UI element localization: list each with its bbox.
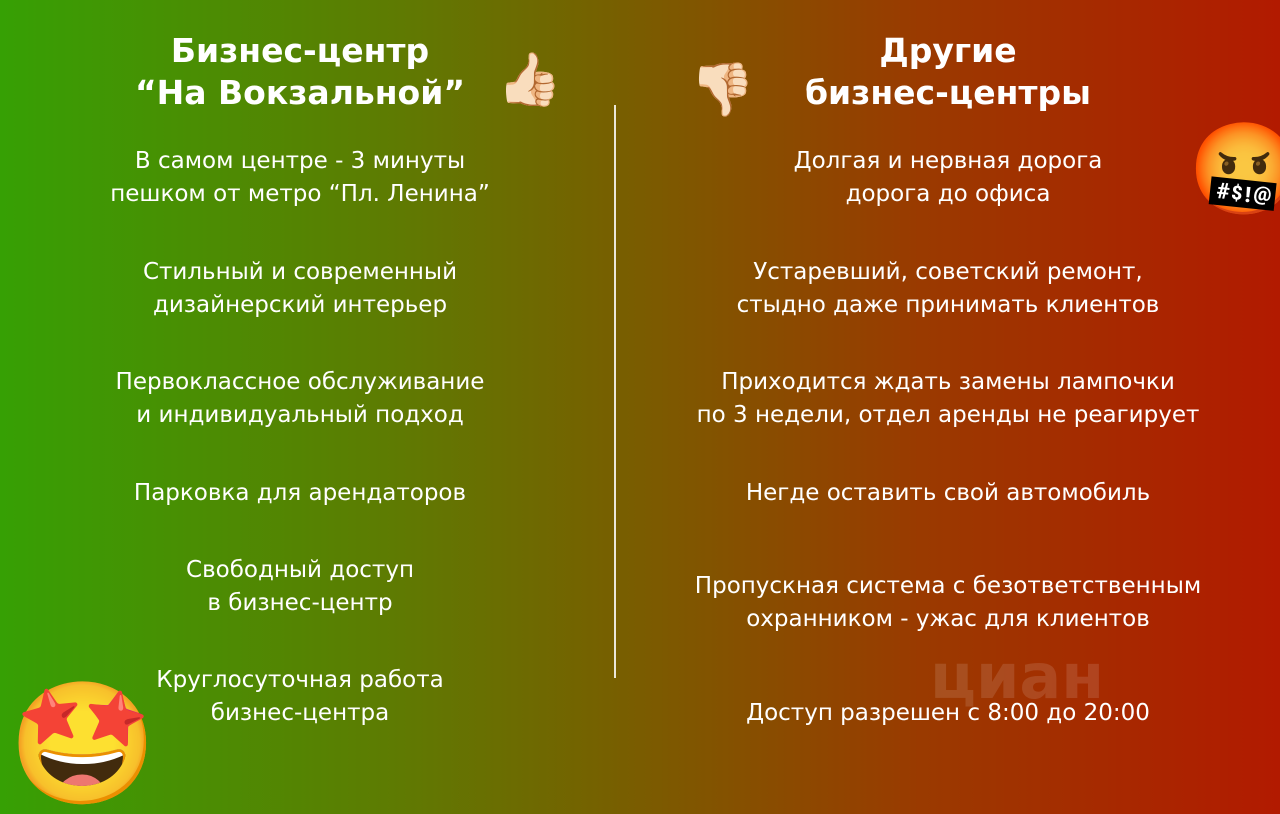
item-text-line: стыдно даже принимать клиентов (736, 292, 1160, 318)
column-divider (614, 105, 616, 678)
right-title: Другие бизнес-центры (668, 30, 1228, 114)
left-item: Первоклассное обслуживание и индивидуальн… (20, 366, 580, 432)
item-text-line: Пропускная система с безответственным (694, 573, 1202, 599)
item-text-line: дорога до офиса (845, 181, 1051, 207)
star-struck-face-icon: 🤩 (8, 675, 158, 814)
item-text-line: Доступ разрешен с 8:00 до 20:00 (746, 700, 1150, 726)
left-item: Стильный и современный дизайнерский интер… (20, 256, 580, 322)
right-item: Устаревший, советский ремонт, стыдно даже… (668, 256, 1228, 322)
right-item: Доступ разрешен с 8:00 до 20:00 (668, 697, 1228, 730)
item-text-line: бизнес-центра (210, 700, 390, 726)
item-text-line: Парковка для арендаторов (133, 480, 467, 506)
item-text-line: Первоклассное обслуживание (115, 369, 485, 395)
item-text-line: по 3 недели, отдел аренды не реагирует (696, 402, 1200, 428)
item-text-line: охранником - ужас для клиентов (746, 606, 1150, 632)
left-title-line1: Бизнес-центр (170, 31, 430, 70)
right-item: Негде оставить свой автомобиль (668, 477, 1228, 510)
left-item: Парковка для арендаторов (20, 477, 580, 510)
item-text-line: дизайнерский интерьер (152, 292, 448, 318)
item-text-line: Устаревший, советский ремонт, (753, 259, 1143, 285)
item-text-line: Негде оставить свой автомобиль (745, 480, 1151, 506)
item-text-line: Приходится ждать замены лампочки (721, 369, 1175, 395)
item-text-line: Долгая и нервная дорога (793, 148, 1103, 174)
right-item: Приходится ждать замены лампочки по 3 нед… (668, 366, 1228, 432)
item-text-line: Свободный доступ (186, 557, 414, 583)
thumbs-down-icon: 👎🏻 (690, 60, 755, 120)
right-item: Пропускная система с безответственным охр… (668, 570, 1228, 636)
item-text-line: пешком от метро “Пл. Ленина” (110, 181, 490, 207)
item-text-line: Стильный и современный (142, 259, 458, 285)
item-text-line: в бизнес-центр (207, 590, 393, 616)
left-item: Свободный доступ в бизнес-центр (20, 554, 580, 620)
right-title-line1: Другие (879, 31, 1017, 70)
item-text-line: и индивидуальный подход (136, 402, 464, 428)
right-title-line2: бизнес-центры (804, 73, 1091, 112)
left-item: В самом центре - 3 минуты пешком от метро… (20, 145, 580, 211)
left-item: Круглосуточная работа бизнес-центра (20, 664, 580, 730)
cursing-face-icon: 🤬 (1188, 117, 1280, 222)
thumbs-up-icon: 👍🏻 (497, 50, 562, 110)
item-text-line: Круглосуточная работа (156, 667, 444, 693)
right-item: Долгая и нервная дорога дорога до офиса (668, 145, 1228, 211)
item-text-line: В самом центре - 3 минуты (134, 148, 466, 174)
left-title: Бизнес-центр “На Вокзальной” (20, 30, 580, 114)
watermark-logo: циан (930, 640, 1105, 713)
left-title-line2: “На Вокзальной” (134, 73, 466, 112)
